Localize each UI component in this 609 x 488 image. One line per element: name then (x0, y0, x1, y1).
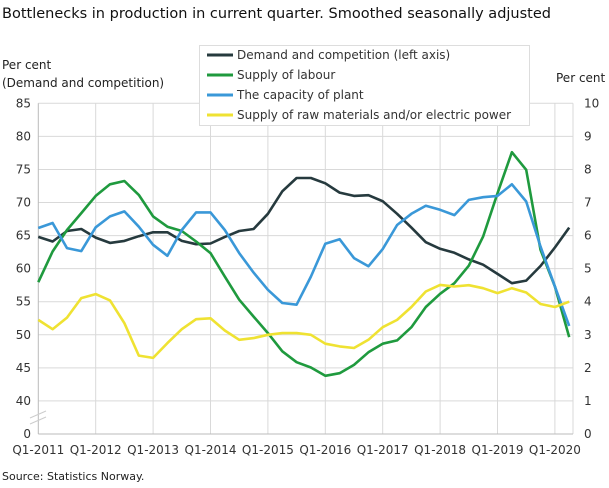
y-right-tick: 6 (584, 229, 592, 243)
chart-title: Bottlenecks in production in current qua… (2, 6, 551, 22)
y-right-tick: 3 (584, 328, 592, 342)
y-right-tick: 8 (584, 162, 592, 176)
legend-label-1: Supply of labour (237, 68, 335, 82)
axis-break-mark (29, 410, 47, 419)
y-left-tick: 45 (16, 361, 31, 375)
legend-label-3: Supply of raw materials and/or electric … (237, 108, 511, 122)
x-tick: Q1-2015 (242, 443, 294, 457)
x-tick: Q1-2014 (185, 443, 237, 457)
y-left-label-line1: Per cent (2, 58, 52, 72)
y-left-tick: 65 (16, 229, 31, 243)
y-left-tick: 80 (16, 129, 31, 143)
legend-box (199, 45, 530, 126)
y-right-label: Per cent (556, 71, 606, 85)
x-tick: Q1-2018 (414, 443, 466, 457)
x-tick: Q1-2012 (70, 443, 122, 457)
series-line-1 (37, 150, 571, 378)
x-tick: Q1-2019 (472, 443, 524, 457)
y-right-tick: 0 (584, 427, 592, 441)
y-left-tick: 60 (16, 262, 31, 276)
y-left-tick: 85 (16, 96, 31, 110)
y-left-tick: 55 (16, 295, 31, 309)
y-left-tick: 50 (16, 328, 31, 342)
series-line-0 (37, 176, 571, 285)
x-tick: Q1-2016 (299, 443, 351, 457)
series-line-2 (37, 183, 571, 327)
y-right-tick: 1 (584, 394, 592, 408)
y-left-tick: 70 (16, 196, 31, 210)
y-left-tick: 0 (23, 427, 31, 441)
y-right-tick: 7 (584, 196, 592, 210)
y-right-tick: 5 (584, 262, 592, 276)
series-line-3 (37, 283, 570, 360)
source-note: Source: Statistics Norway. (2, 470, 145, 483)
y-left-label-line2: (Demand and competition) (2, 76, 165, 90)
y-right-tick: 10 (584, 96, 599, 110)
legend-label-2: The capacity of plant (236, 88, 364, 102)
y-left-tick: 75 (16, 162, 31, 176)
x-tick: Q1-2011 (12, 443, 64, 457)
y-left-tick: 40 (16, 394, 31, 408)
legend-label-0: Demand and competition (left axis) (237, 48, 450, 62)
y-right-tick: 2 (584, 361, 592, 375)
axis-break-mark (29, 416, 47, 425)
y-right-tick: 9 (584, 129, 592, 143)
x-tick: Q1-2017 (357, 443, 409, 457)
x-tick: Q1-2013 (127, 443, 179, 457)
x-tick: Q1-2020 (529, 443, 581, 457)
y-right-tick: 4 (584, 295, 592, 309)
